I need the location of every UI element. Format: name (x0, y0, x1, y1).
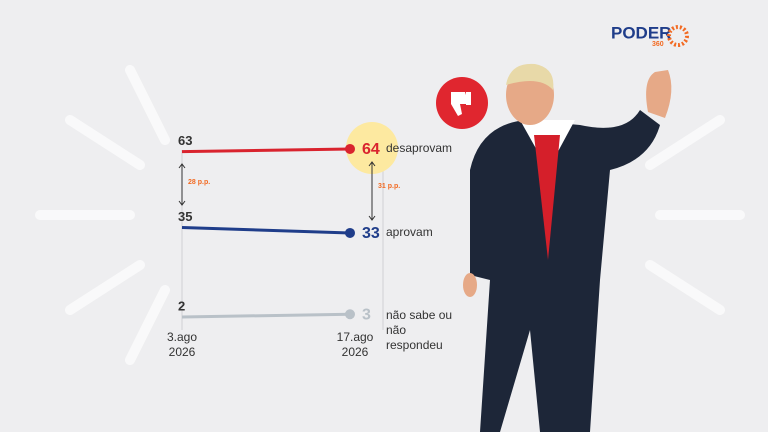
arrows (178, 161, 376, 221)
value-label: 2 (178, 298, 185, 313)
value-label: 33 (362, 225, 380, 242)
background-rays (35, 65, 745, 365)
x-tick-label: 17.ago 2026 (336, 330, 374, 359)
series-name: não sabe ou não respondeu (386, 308, 453, 353)
value-label: 64 (362, 141, 380, 158)
person-photo (463, 63, 672, 432)
value-label: 3 (362, 306, 371, 323)
value-label: 35 (178, 209, 192, 224)
value-label: 63 (178, 133, 192, 148)
series-line (181, 147, 351, 154)
brand-name: PODER (611, 23, 671, 42)
series-name: aprovam (386, 224, 433, 239)
point (345, 143, 355, 154)
brand-sub: 360 (652, 41, 664, 48)
series-name: desaprovam (386, 140, 453, 155)
annotation: 28 p.p. (188, 179, 210, 186)
x-tick-label: 3.ago 2026 (166, 330, 198, 359)
point (345, 309, 355, 320)
annotation: 31 p.p. (378, 183, 400, 190)
point (345, 227, 355, 238)
series-line (181, 312, 351, 319)
brand-icon (667, 25, 689, 47)
highlight (346, 122, 398, 174)
thumbs-down-icon (436, 77, 488, 129)
series-line (181, 226, 351, 235)
